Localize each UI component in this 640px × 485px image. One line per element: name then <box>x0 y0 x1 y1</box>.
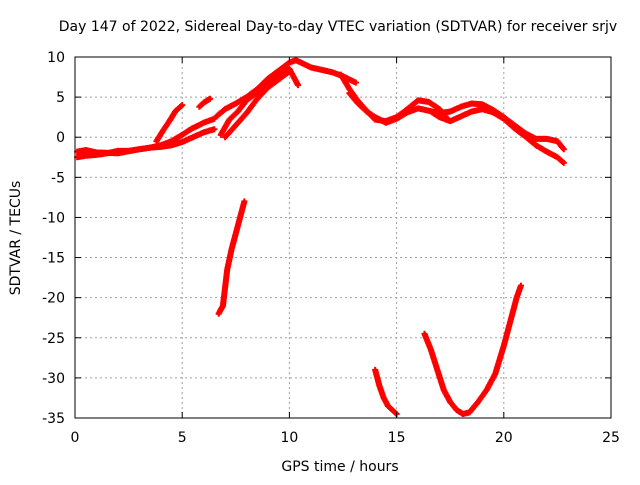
x-tick-label: 25 <box>602 430 620 446</box>
chart-title: Day 147 of 2022, Sidereal Day-to-day VTE… <box>59 19 617 35</box>
data-point <box>560 146 567 153</box>
x-tick-label: 10 <box>280 430 298 446</box>
series-track-j <box>427 106 567 166</box>
x-tick-label: 5 <box>178 430 187 446</box>
y-axis-label: SDTVAR / TECUs <box>8 181 24 296</box>
y-tick-label: -20 <box>42 291 65 307</box>
y-tick-label: 5 <box>56 90 65 106</box>
series-track-g <box>222 68 293 141</box>
series-track-d <box>196 95 214 110</box>
series-track-m <box>421 282 524 417</box>
data-point <box>286 68 293 75</box>
y-tick-label: -25 <box>42 331 65 347</box>
y-tick-label: 0 <box>56 130 65 146</box>
data-point <box>211 126 218 133</box>
data-series <box>74 57 567 417</box>
data-point <box>294 82 301 89</box>
series-track-l <box>372 366 400 417</box>
series-track-b <box>74 126 218 161</box>
y-tick-label: -10 <box>42 210 65 226</box>
data-point <box>241 198 248 205</box>
x-tick-label: 20 <box>495 430 513 446</box>
data-point <box>352 79 359 86</box>
data-point <box>517 282 524 289</box>
y-tick-label: 10 <box>47 50 65 66</box>
data-point <box>207 95 214 102</box>
series-track-k <box>215 198 248 317</box>
y-tick-label: -5 <box>51 170 65 186</box>
y-tick-label: -15 <box>42 251 65 267</box>
plot-frame <box>74 56 612 419</box>
data-point <box>179 102 186 109</box>
data-point <box>560 159 567 166</box>
y-tick-label: -35 <box>42 411 65 427</box>
series-track-c <box>153 102 186 145</box>
axis-ticks: 0 5 10 15 20 25 10 5 0 -5 -10 -15 -20 -25 -30 -35 <box>42 50 620 446</box>
y-tick-label: -30 <box>42 371 65 387</box>
x-tick-label: 15 <box>388 430 406 446</box>
x-axis-label: GPS time / hours <box>281 459 398 475</box>
x-tick-label: 0 <box>71 430 80 446</box>
